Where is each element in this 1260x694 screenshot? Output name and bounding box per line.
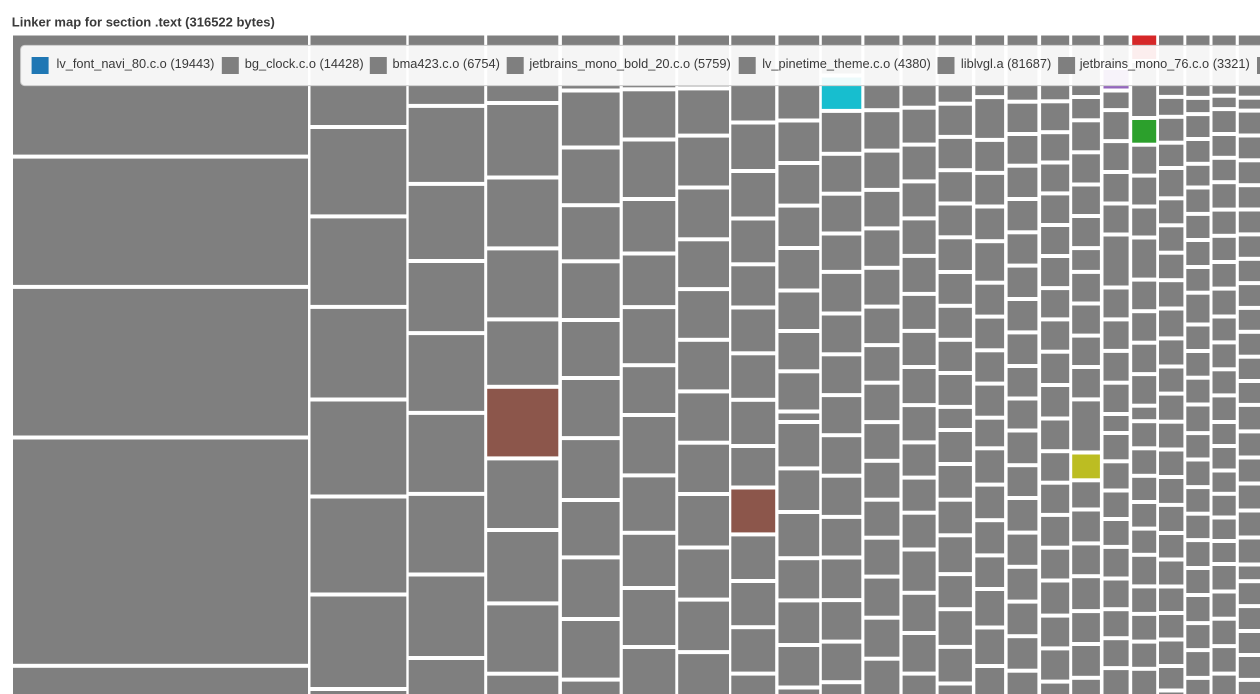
svg-text:liblvgl.a (81687): liblvgl.a (81687) xyxy=(961,56,1051,71)
svg-text:jetbrains_mono_76.c.o (3321): jetbrains_mono_76.c.o (3321) xyxy=(1079,56,1250,71)
svg-text:bma423.c.o (6754): bma423.c.o (6754) xyxy=(393,56,500,71)
svg-text:lv_pinetime_theme.c.o (4380): lv_pinetime_theme.c.o (4380) xyxy=(762,56,931,71)
svg-text:lv_font_navi_80.c.o (19443): lv_font_navi_80.c.o (19443) xyxy=(57,56,215,71)
svg-text:jetbrains_mono_bold_20.c.o (57: jetbrains_mono_bold_20.c.o (5759) xyxy=(528,56,730,71)
svg-text:bg_clock.c.o (14428): bg_clock.c.o (14428) xyxy=(245,56,364,71)
svg-text:Linker map for section .text (: Linker map for section .text (316522 byt… xyxy=(12,15,275,30)
